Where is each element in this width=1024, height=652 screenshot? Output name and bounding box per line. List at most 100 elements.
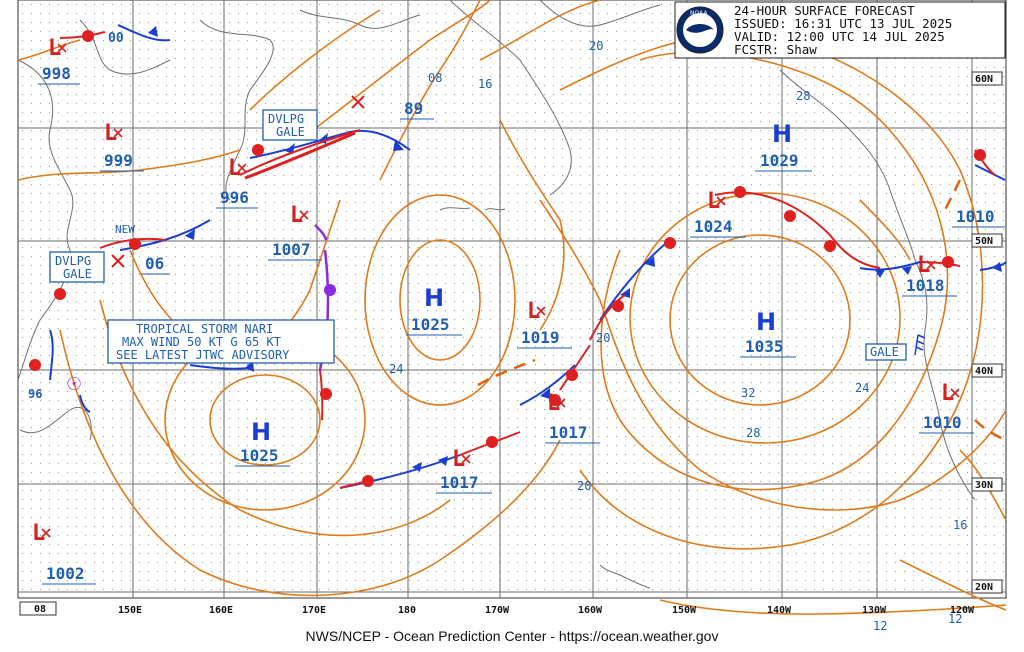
low-pressure-label: 1002 — [46, 564, 85, 583]
lon-label: 160E — [209, 605, 233, 616]
svg-text:DVLPG: DVLPG — [55, 254, 91, 268]
low-pressure-label: 00 — [108, 31, 124, 46]
warm-front-bumps — [29, 30, 986, 487]
low-pressure-label: 1017 — [549, 423, 588, 442]
isobar-label: 28 — [746, 426, 760, 440]
low-pressure-label: 996 — [220, 188, 249, 207]
lat-label: 60N — [975, 74, 993, 85]
isobar-label: 12 — [873, 619, 887, 633]
graticule — [18, 0, 1006, 598]
lat-label: 20N — [975, 582, 993, 593]
svg-text:GALE: GALE — [63, 267, 92, 281]
high-symbol: H — [772, 120, 792, 148]
isobar-labels: 08 16 20 28 24 32 28 24 20 20 16 12 12 — [389, 39, 967, 633]
low-pressure-label: 1019 — [521, 328, 560, 347]
svg-text:GALE: GALE — [276, 125, 305, 139]
lon-label: 150E — [118, 605, 142, 616]
valid-time: VALID: 12:00 UTC 14 JUL 2025 — [734, 29, 945, 44]
lon-label: 170E — [302, 605, 326, 616]
tropical-storm-icon: ☉ — [66, 374, 82, 395]
lon-label: 130W — [862, 605, 887, 616]
isobar-label: 16 — [953, 518, 967, 532]
lat-label: 30N — [975, 480, 993, 491]
low-center-marks — [41, 43, 960, 538]
low-symbol: L — [547, 391, 560, 416]
longitude-labels: 08 150E 160E 170E 180 170W 160W 150W 140… — [19, 601, 975, 616]
coastlines — [17, 0, 976, 589]
low-pressure-label: 06 — [145, 254, 164, 273]
pressure-labels: 998 999 996 1007 1019 1017 1017 1024 101… — [28, 31, 995, 583]
tropical-storm-line: MAX WIND 50 KT G 65 KT — [122, 335, 281, 349]
chart-title: 24-HOUR SURFACE FORECAST — [734, 3, 915, 18]
footer-credit: NWS/NCEP - Ocean Prediction Center - htt… — [305, 628, 719, 644]
dvlpg-gale-box: DVLPG GALE — [262, 109, 318, 141]
forecaster: FCSTR: Shaw — [734, 42, 817, 57]
troughs — [477, 179, 1006, 442]
high-pressure-label: 1025 — [411, 315, 450, 334]
high-pressure-label: 1029 — [760, 151, 799, 170]
high-symbol: H — [251, 418, 271, 446]
low-symbol: L — [452, 447, 465, 472]
low-pressure-label: 1024 — [694, 217, 733, 236]
low-pressure-label: 1010 — [956, 207, 995, 226]
isobar-label: 20 — [577, 479, 591, 493]
isobar-label: 16 — [478, 77, 492, 91]
lon-label: 150W — [672, 605, 697, 616]
low-pressure-label: 999 — [104, 151, 133, 170]
lon-label: 140W — [767, 605, 792, 616]
low-pressure-label: 1007 — [272, 240, 311, 259]
low-symbol: L — [32, 521, 45, 546]
high-symbol: H — [756, 308, 776, 336]
low-centers: L L L L L L L L L L L — [32, 36, 954, 546]
low-symbol: L — [104, 121, 117, 146]
isobar-label: 20 — [589, 39, 603, 53]
lon-label: 08 — [34, 604, 46, 615]
low-pressure-label: 96 — [28, 387, 42, 401]
isobar-label: 24 — [389, 362, 403, 376]
issued-time: ISSUED: 16:31 UTC 13 JUL 2025 — [734, 16, 952, 31]
tropical-storm-line: TROPICAL STORM NARI — [136, 322, 273, 336]
high-pressure-label: 1035 — [745, 337, 784, 356]
latitude-labels: 60N 50N 40N 30N 20N — [971, 71, 1003, 594]
low-pressure-label: 89 — [404, 99, 423, 118]
isobar-label: 32 — [741, 386, 755, 400]
lon-label: 120W — [950, 605, 975, 616]
high-symbol: H — [424, 284, 444, 312]
low-symbol: L — [917, 253, 930, 278]
svg-text:DVLPG: DVLPG — [268, 112, 304, 126]
low-pressure-label: 1017 — [440, 473, 479, 492]
low-symbol: L — [527, 299, 540, 324]
low-symbol: L — [941, 381, 954, 406]
purple-front-bump — [324, 284, 336, 296]
position-markers — [111, 95, 365, 268]
gale-box: GALE — [865, 343, 907, 361]
lat-label: 40N — [975, 366, 993, 377]
high-pressure-labels: 1029 1025 1035 1025 — [240, 151, 799, 465]
low-pressure-label: 1010 — [923, 413, 962, 432]
map-frame — [17, 0, 1007, 599]
tropical-storm-box: TROPICAL STORM NARI MAX WIND 50 KT G 65 … — [107, 319, 335, 364]
low-symbol: L — [290, 203, 303, 228]
low-symbol: L — [48, 36, 61, 61]
lon-label: 180 — [398, 605, 416, 616]
low-symbol: L — [228, 156, 241, 181]
tropical-storm-line: SEE LATEST JTWC ADVISORY — [116, 348, 290, 362]
svg-text:GALE: GALE — [870, 345, 899, 359]
high-centers: H H H H — [251, 120, 792, 446]
dvlpg-gale-box: DVLPG GALE — [49, 251, 105, 283]
forecast-header: NOAA 24-HOUR SURFACE FORECAST ISSUED: 16… — [674, 1, 1006, 59]
low-pressure-label: 998 — [42, 64, 71, 83]
low-symbol: L — [707, 189, 720, 214]
isobar-label: 28 — [796, 89, 810, 103]
gale-fronts — [244, 131, 356, 180]
isobar-label: 20 — [596, 331, 610, 345]
isobar-label: 12 — [948, 612, 962, 626]
wind-barb-icon — [914, 334, 926, 356]
isobar-label: 08 — [428, 71, 442, 85]
lat-label: 50N — [975, 236, 993, 247]
lon-label: 170W — [485, 605, 510, 616]
lon-label: 160W — [578, 605, 603, 616]
new-label: NEW — [115, 223, 135, 236]
low-pressure-label: 1018 — [906, 276, 945, 295]
